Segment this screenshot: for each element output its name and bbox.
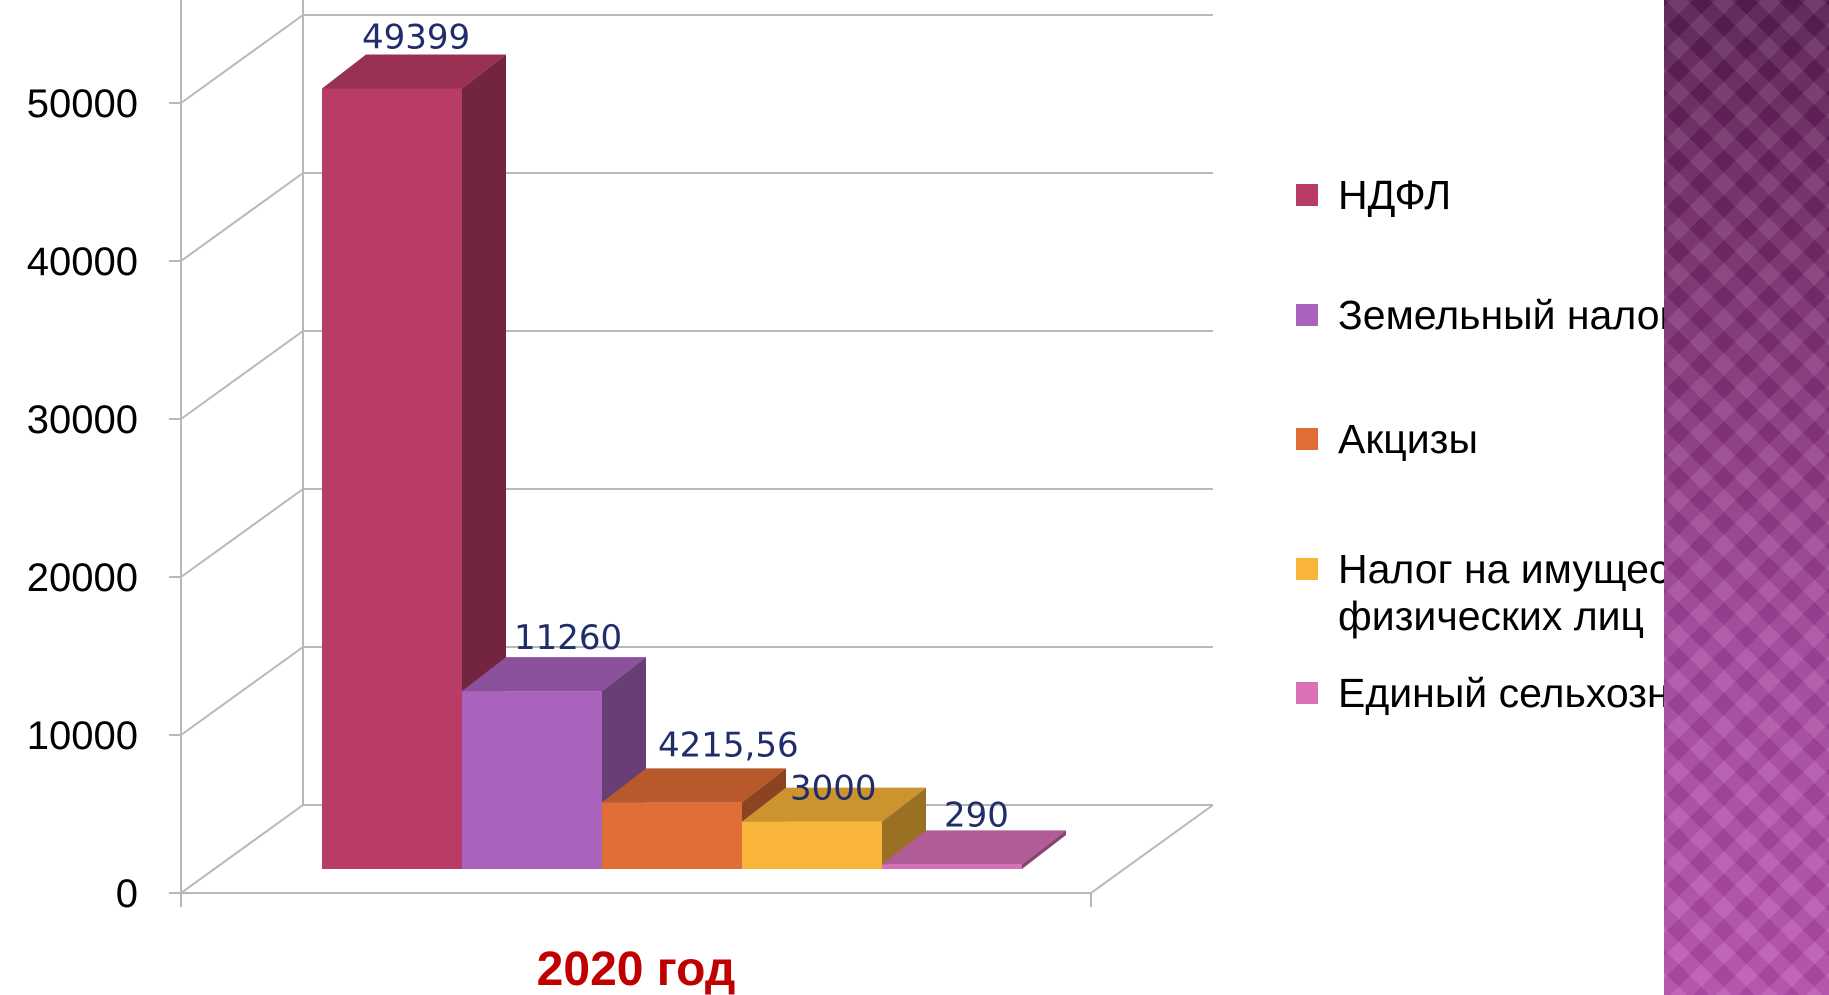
bar-5	[882, 830, 1066, 869]
bar-side-face	[462, 54, 506, 870]
y-tick-label: 20000	[27, 556, 138, 600]
legend-swatch	[1296, 682, 1318, 704]
y-axis-ticks: 0 10000 20000 30000 40000 50000	[27, 82, 181, 916]
x-axis: 2020 год	[180, 893, 1092, 995]
data-label: 49399	[362, 17, 470, 57]
bar-top-face	[742, 787, 926, 822]
y-tick-label: 40000	[27, 240, 138, 284]
legend-item: Земельный налог	[1296, 292, 1829, 339]
bar-front-face	[602, 802, 742, 869]
gridline-diagonal	[180, 646, 304, 736]
bar-top-face	[322, 54, 506, 89]
bar-top-face	[462, 657, 646, 692]
legend-swatch	[1296, 428, 1318, 450]
bar-front-face	[882, 864, 1022, 869]
bar-front-face	[462, 691, 602, 869]
gridline-diagonal	[180, 330, 304, 420]
bar-1	[322, 54, 506, 870]
gridline-diagonal	[180, 804, 304, 894]
bar-front-face	[742, 821, 882, 869]
y-tick-label: 30000	[27, 398, 138, 442]
gridline-diagonal	[180, 488, 304, 578]
legend-item: НДФЛ	[1296, 172, 1829, 219]
chart-bars	[322, 54, 1066, 870]
floor-right-edge	[1090, 804, 1214, 894]
y-tick-label: 10000	[27, 714, 138, 758]
bar-front-face	[322, 88, 462, 870]
bar-top-face	[602, 768, 786, 803]
legend-label: НДФЛ	[1338, 172, 1452, 218]
data-label: 4215,56	[658, 725, 799, 765]
legend-swatch	[1296, 304, 1318, 326]
bar-top-face	[882, 830, 1066, 865]
legend-label: Земельный налог	[1338, 292, 1675, 338]
bar-4	[742, 787, 926, 869]
y-tick-label: 50000	[27, 82, 138, 126]
bar-side-face	[882, 787, 926, 869]
data-label: 11260	[514, 618, 622, 658]
data-label: 3000	[790, 769, 877, 809]
decorative-side-panel	[1664, 0, 1829, 995]
bar-side-face	[1022, 830, 1066, 869]
y-tick-label: 0	[116, 872, 138, 916]
gridline-diagonal	[180, 172, 304, 262]
legend-label: Акцизы	[1338, 416, 1478, 462]
gridline-diagonal	[180, 14, 304, 104]
legend-swatch	[1296, 558, 1318, 580]
x-category-label: 2020 год	[537, 943, 736, 995]
data-label: 290	[944, 795, 1009, 835]
legend-item: Акцизы	[1296, 416, 1829, 463]
legend-swatch	[1296, 184, 1318, 206]
